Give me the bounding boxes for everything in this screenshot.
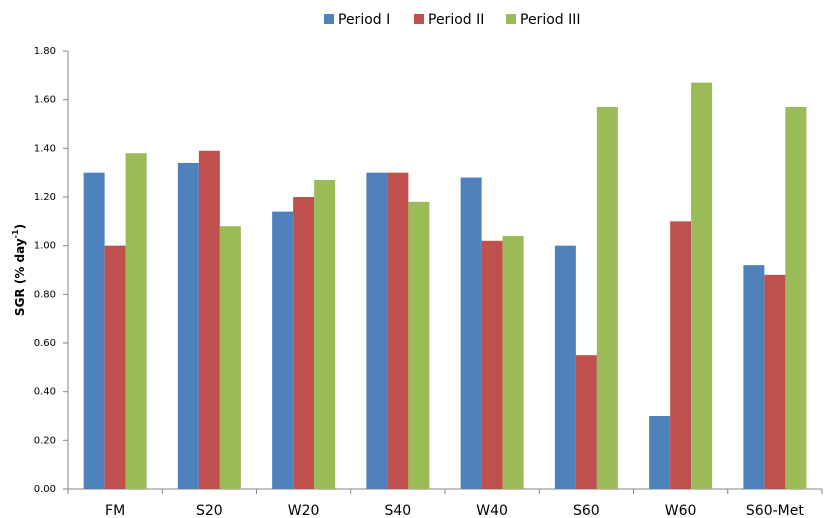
bar	[387, 172, 409, 489]
x-tick-label: S40	[385, 503, 412, 518]
x-tick-label: S60-Met	[746, 503, 804, 518]
legend-label: Period I	[338, 12, 390, 28]
y-tick-label: 0.00	[34, 484, 56, 495]
bar	[125, 153, 147, 489]
bar	[502, 235, 524, 489]
x-tick-label: S60	[573, 503, 600, 518]
y-tick-label: 0.60	[34, 338, 56, 349]
legend-swatch	[414, 14, 424, 24]
y-axis-label: SGR (% day-1)	[11, 224, 27, 316]
bar	[649, 416, 671, 489]
y-label-text: SGR (% day	[13, 238, 27, 316]
bar	[104, 245, 126, 489]
bar	[554, 245, 576, 489]
bar	[366, 172, 388, 489]
legend-label: Period II	[428, 12, 484, 28]
bar	[743, 265, 765, 489]
x-tick-label: W60	[665, 503, 697, 518]
x-tick-label: W40	[476, 503, 508, 518]
bar	[764, 274, 786, 489]
bar	[691, 82, 713, 489]
x-tick-label: W20	[288, 503, 320, 518]
x-tick-label: FM	[105, 503, 125, 518]
bar	[293, 197, 315, 489]
bar	[785, 106, 807, 489]
y-tick-label: 0.20	[34, 435, 56, 446]
bar	[314, 179, 336, 489]
y-tick-label: 1.60	[34, 95, 56, 106]
y-label-suffix: )	[13, 224, 27, 229]
bar	[670, 221, 692, 490]
bar	[575, 355, 597, 489]
y-tick-label: 0.80	[34, 289, 56, 300]
bar	[460, 177, 482, 490]
legend-swatch	[324, 14, 334, 24]
x-tick-label: S20	[196, 503, 223, 518]
y-tick-label: 1.20	[34, 192, 56, 203]
bar	[481, 240, 503, 489]
bar	[272, 211, 294, 489]
bar	[177, 162, 199, 489]
y-tick-label: 1.80	[34, 46, 56, 57]
y-label-sup: -1	[11, 229, 20, 238]
y-tick-label: 0.40	[34, 387, 56, 398]
bar	[596, 106, 618, 489]
legend-swatch	[506, 14, 516, 24]
bar	[83, 172, 105, 489]
legend-label: Period III	[520, 12, 581, 28]
y-tick-label: 1.00	[34, 241, 56, 252]
bar	[408, 201, 430, 489]
bar	[198, 150, 220, 489]
bar	[219, 226, 241, 489]
y-tick-label: 1.40	[34, 143, 56, 154]
